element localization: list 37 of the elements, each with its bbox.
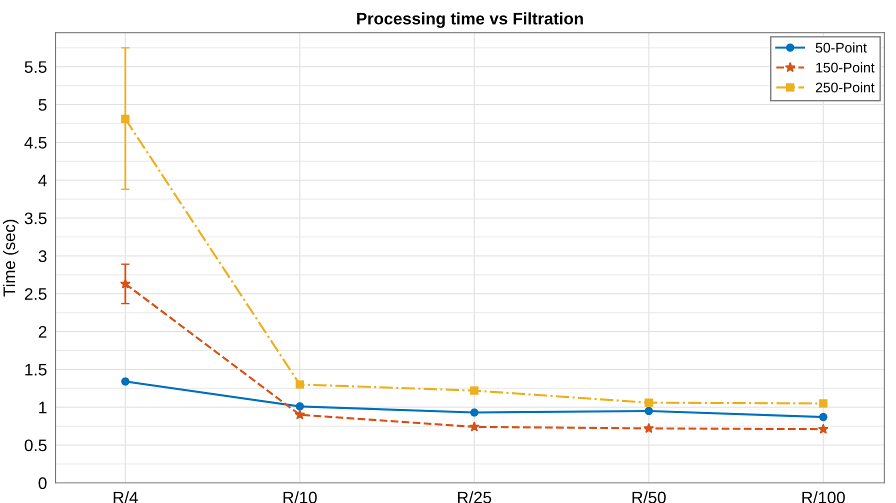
y-tick-label: 1.5 [25, 364, 47, 376]
chart-title: Processing time vs Filtration [357, 12, 583, 28]
x-tick-label: R/50 [632, 491, 666, 503]
point [470, 408, 478, 417]
point [644, 406, 653, 416]
point [296, 402, 304, 411]
x-tick-label: R/25 [458, 491, 492, 503]
y-tick-label: 0 [38, 477, 47, 490]
y-tick-label: 4.5 [24, 136, 47, 149]
y-tick-label: 2 [38, 326, 46, 338]
x-tick-label: R/4 [114, 491, 138, 503]
y-tick-label: 0.5 [24, 439, 47, 452]
legend-label: 50-Point [816, 42, 867, 53]
point [818, 424, 829, 434]
y-tick-label: 2.5 [24, 288, 47, 300]
point [121, 377, 130, 386]
y-tick-label: 3 [38, 250, 46, 262]
point [470, 386, 478, 395]
x-tick-label: R/10 [284, 491, 317, 503]
legend-label: 150-Point [816, 62, 875, 73]
y-tick-label: 1 [39, 402, 46, 414]
point [643, 422, 654, 434]
point [294, 409, 306, 420]
y-tick-label: 5 [38, 99, 47, 111]
y-axis-title: Time (sec) [2, 220, 18, 296]
point [296, 380, 304, 389]
point [121, 114, 130, 124]
y-tick-label: 5.5 [24, 61, 47, 73]
x-tick-label: R/100 [802, 491, 845, 503]
point [120, 278, 131, 289]
y-tick-label: 3.5 [24, 212, 47, 224]
y-tick-label: 4 [38, 174, 47, 186]
point [468, 421, 480, 432]
legend-label: 250-Point [816, 82, 875, 92]
point [819, 412, 828, 422]
point [644, 398, 653, 407]
point [819, 399, 828, 408]
